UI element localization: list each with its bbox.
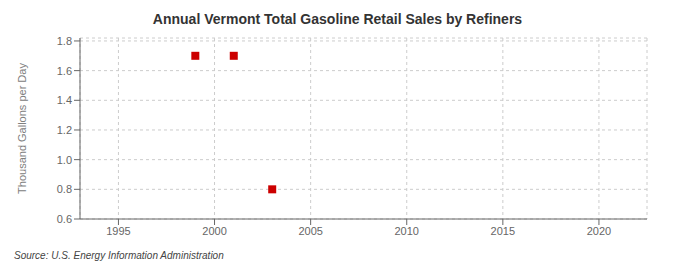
svg-text:2005: 2005: [298, 225, 322, 237]
svg-text:0.8: 0.8: [57, 183, 72, 195]
svg-text:1.0: 1.0: [57, 154, 72, 166]
svg-text:2010: 2010: [395, 225, 419, 237]
svg-text:1.4: 1.4: [57, 94, 72, 106]
svg-text:2020: 2020: [587, 225, 611, 237]
html-text:Annual Vermont Total Gasoline: Annual Vermont Total Gasoline Retail Sal…: [152, 11, 523, 27]
svg-text:Thousand Gallons per Day: Thousand Gallons per Day: [16, 63, 28, 194]
svg-text:2000: 2000: [202, 225, 226, 237]
svg-text:2015: 2015: [491, 225, 515, 237]
svg-text:0.6: 0.6: [57, 213, 72, 225]
svg-text:1.6: 1.6: [57, 65, 72, 77]
svg-text:1995: 1995: [106, 225, 130, 237]
svg-text:1.2: 1.2: [57, 124, 72, 136]
html-text:Source: U.S. Energy Informatio: Source: U.S. Energy Information Administ…: [14, 250, 224, 261]
svg-text:1.8: 1.8: [57, 35, 72, 47]
